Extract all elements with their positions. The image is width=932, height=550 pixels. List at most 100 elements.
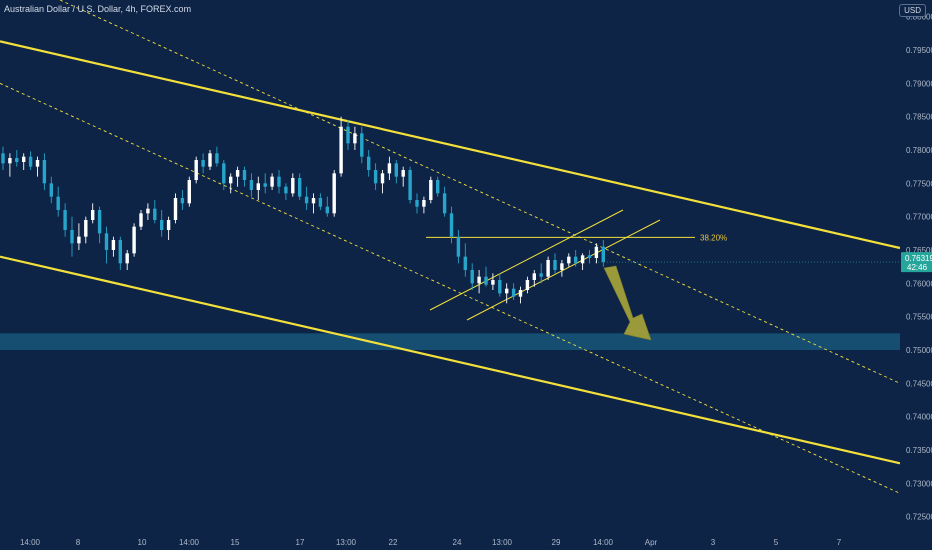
fib-level-label: 38.20% — [700, 233, 727, 242]
candle — [380, 170, 385, 194]
candle — [84, 216, 88, 244]
price-axis-background — [900, 0, 932, 550]
candle — [367, 150, 371, 177]
time-tick-label: 8 — [76, 538, 81, 547]
candle — [353, 126, 357, 150]
candle-body — [70, 230, 74, 244]
candle-body — [180, 198, 185, 204]
candle — [270, 173, 274, 190]
candle — [298, 173, 302, 200]
candle-body — [539, 273, 543, 277]
candle — [180, 190, 185, 210]
candle — [77, 223, 81, 250]
candle-body — [1, 153, 5, 164]
candle — [166, 216, 171, 240]
time-tick-label: 10 — [138, 538, 147, 547]
candle — [560, 260, 564, 277]
candle-body — [318, 198, 323, 207]
candle-body — [456, 236, 461, 257]
time-axis[interactable]: 14:00 8 10 14:00 15 17 13:00 22 24 13:00 29 14:00 Ap… — [20, 538, 842, 547]
candle-body — [415, 200, 419, 207]
candle-body — [311, 198, 316, 204]
candle-body — [525, 280, 530, 290]
candle-body — [339, 126, 343, 174]
support-zone — [0, 333, 900, 350]
candle — [594, 243, 599, 264]
candle-body — [401, 170, 405, 177]
candle-body — [325, 206, 329, 214]
candle — [146, 203, 150, 220]
candle — [546, 256, 550, 280]
candle-body — [463, 256, 467, 270]
candle — [422, 196, 426, 214]
candle — [387, 156, 392, 180]
candle — [574, 250, 578, 267]
rising-channel-upper[interactable] — [429, 209, 624, 311]
candle-body — [118, 240, 122, 264]
time-tick-label: 14:00 — [20, 538, 41, 547]
candle-body — [201, 160, 205, 167]
candle-body — [77, 236, 81, 244]
candle-body — [298, 178, 302, 197]
candle — [235, 166, 240, 187]
currency-badge[interactable]: USD — [899, 4, 926, 17]
candle-body — [574, 256, 578, 264]
candle-body — [22, 156, 26, 162]
candle — [429, 176, 433, 204]
upper-dashed-line[interactable] — [59, 0, 901, 384]
candle-body — [442, 193, 447, 214]
candle-body — [166, 220, 171, 230]
time-tick-label: 29 — [552, 538, 561, 547]
candle-body — [222, 163, 226, 184]
candle — [304, 186, 309, 210]
candle — [408, 166, 412, 204]
candle-body — [229, 176, 233, 184]
candle — [8, 153, 12, 177]
candle-body — [567, 256, 571, 264]
candle-body — [304, 196, 309, 204]
annotations[interactable] — [603, 265, 652, 341]
candle — [242, 166, 247, 187]
candle-body — [153, 208, 157, 220]
candle — [484, 266, 488, 287]
time-tick-label: 14:00 — [593, 538, 614, 547]
lower-channel-line[interactable] — [0, 255, 901, 465]
candle-body — [477, 276, 481, 284]
upper-channel-line[interactable] — [0, 40, 901, 250]
trendlines[interactable]: 38.20% — [0, 0, 901, 494]
candle — [491, 273, 495, 290]
candle-body — [291, 178, 295, 194]
candle — [567, 253, 571, 267]
candle-body — [484, 276, 488, 285]
candle — [339, 116, 343, 177]
candle-body — [360, 133, 364, 157]
down-arrow-annotation[interactable] — [603, 265, 652, 341]
mid-channel-dashed-line[interactable] — [0, 82, 901, 494]
candle-body — [346, 126, 350, 144]
candle — [587, 250, 592, 264]
candle-body — [111, 240, 116, 250]
candle — [470, 263, 474, 290]
candle-body — [470, 270, 474, 284]
candle — [208, 150, 212, 170]
candle-body — [256, 183, 260, 190]
candle-body — [284, 186, 288, 194]
candle — [525, 276, 530, 294]
time-tick-label: 13:00 — [492, 538, 513, 547]
time-tick-label: Apr — [645, 538, 658, 547]
candle-body — [194, 160, 198, 180]
time-tick-label: 15 — [231, 538, 240, 547]
candle — [160, 210, 164, 237]
candle-body — [8, 158, 12, 164]
candle-body — [277, 176, 281, 187]
candle — [15, 150, 19, 167]
